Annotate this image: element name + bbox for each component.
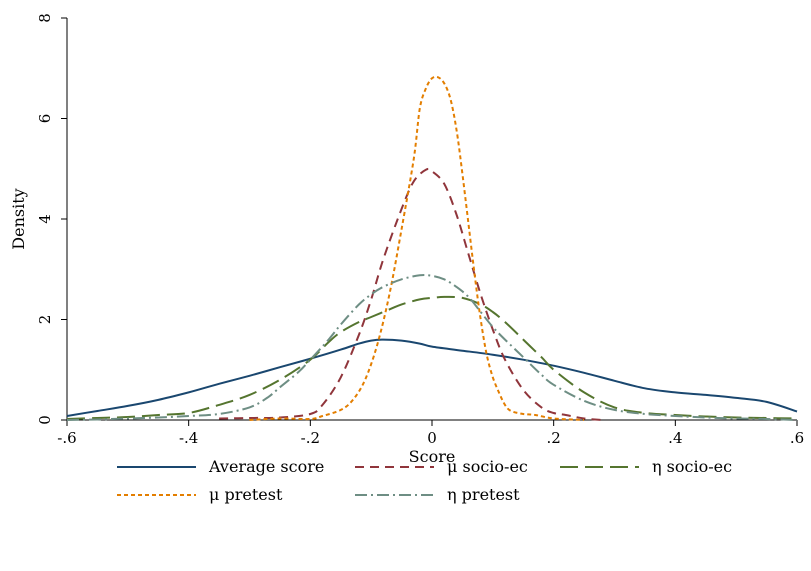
mu-socio-ec-curve xyxy=(219,167,603,421)
eta-pretest-curve xyxy=(66,274,798,421)
y-axis-title: Density xyxy=(9,188,28,249)
x-tick-label: .2 xyxy=(547,429,561,447)
y-tick-label: 2 xyxy=(36,315,54,325)
legend: Average score μ socio-ec η socio-ec μ prete… xyxy=(117,457,732,504)
y-tick-label: 0 xyxy=(36,415,54,425)
axes: 0 2 4 6 8 -.6 -.4 -.2 0 .2 .4 .6 Score Density xyxy=(9,13,804,466)
x-tick-label: -.4 xyxy=(179,429,198,447)
legend-label: Average score xyxy=(208,457,324,476)
mu-pretest-curve xyxy=(249,75,585,421)
average-score-curve xyxy=(66,338,798,417)
x-axis-title: Score xyxy=(409,447,456,466)
legend-label: η socio-ec xyxy=(652,457,732,476)
y-tick-label: 6 xyxy=(36,114,54,124)
legend-label: μ socio-ec xyxy=(447,457,528,476)
x-tick-label: -.6 xyxy=(57,429,76,447)
y-tick-label: 8 xyxy=(36,13,54,23)
x-tick-label: .4 xyxy=(668,429,682,447)
eta-socio-ec-curve xyxy=(66,295,798,420)
legend-label: η pretest xyxy=(447,485,520,504)
x-tick-label: 0 xyxy=(427,429,437,447)
y-tick-label: 4 xyxy=(36,214,54,224)
legend-label: μ pretest xyxy=(209,485,283,504)
x-tick-label: -.2 xyxy=(301,429,320,447)
density-curves xyxy=(66,75,798,421)
x-tick-label: .6 xyxy=(790,429,804,447)
